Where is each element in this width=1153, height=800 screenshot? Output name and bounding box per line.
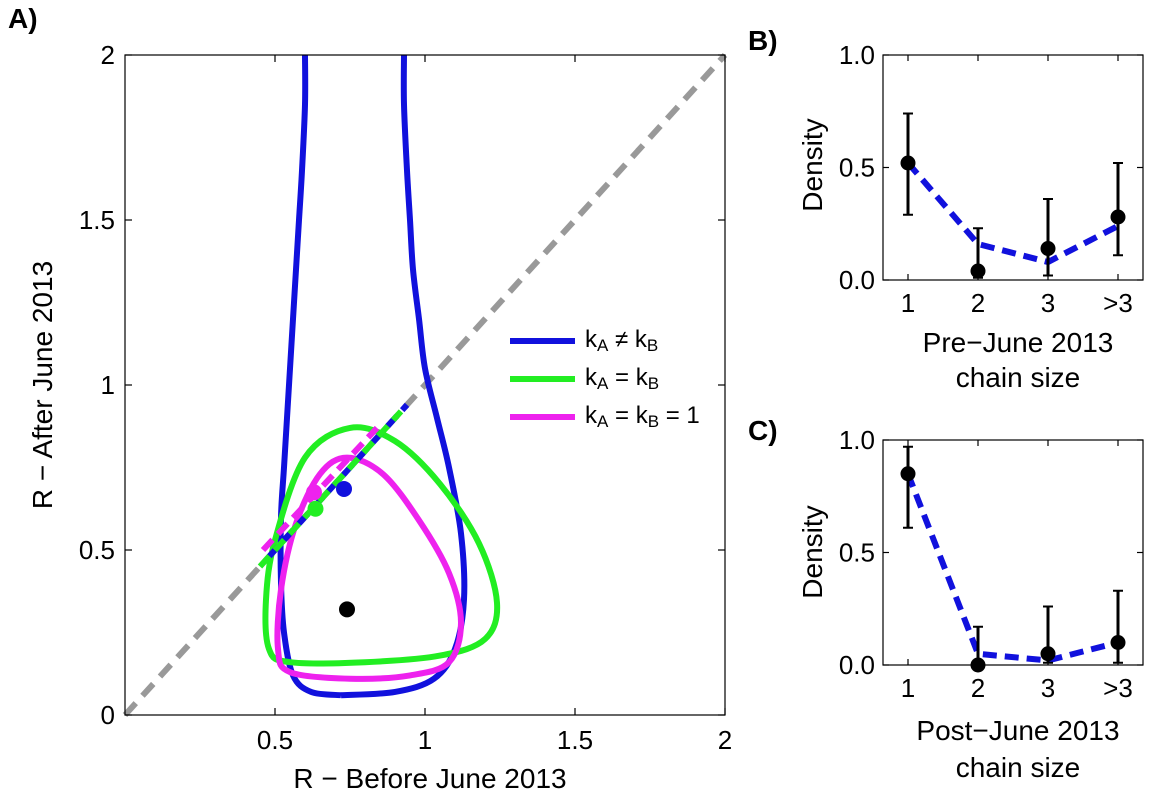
estimate-line-kA-eq-kB [257, 409, 404, 569]
panel-b-observed-point [1040, 241, 1056, 256]
legend-label-kA-eq-kB: kA = kB [585, 364, 659, 393]
panel-b-y-tick-label: 0.5 [839, 153, 875, 183]
panel-c-observed-point [1040, 646, 1056, 662]
y-tick-label: 2 [101, 40, 115, 70]
panel-b-x-axis-label-line2: chain size [956, 362, 1081, 393]
panel-label-a: A) [8, 3, 38, 34]
panel-a-x-axis-label: R − Before June 2013 [293, 763, 566, 794]
panel-c-observed-point [1110, 635, 1126, 650]
panel-c-observed-point [970, 657, 986, 673]
y-tick-label: 0 [101, 700, 115, 730]
x-tick-label: 1 [418, 725, 432, 755]
panel-b-axes-box [882, 54, 1144, 281]
contour-kA-neq-kB-right-branch [340, 54, 468, 699]
panel-a-axes: 0.5 1 1.5 2 0 0.5 1 1.5 2 [79, 40, 732, 755]
panel-c-x-tick-label: 2 [971, 673, 985, 703]
panel-c-x-axis-label-line1: Post−June 2013 [916, 715, 1119, 746]
panel-c-y-tick-label: 1.0 [839, 425, 875, 455]
panel-c-y-tick-label: 0.5 [839, 538, 875, 568]
panel-b-x-tick-label: >3 [1103, 288, 1133, 318]
panel-b-axes: 0.0 0.5 1.0 1 2 3 >3 [839, 40, 1144, 318]
panel-b-observed-point [1110, 209, 1126, 225]
contour-kA-eq-kB-eq-1 [274, 454, 465, 682]
panel-c-x-axis-label-line2: chain size [956, 752, 1081, 783]
panel-b-x-tick-label: 2 [971, 288, 985, 318]
panel-b-y-tick-label: 1.0 [839, 40, 875, 70]
panel-c-plot-area [900, 445, 1126, 673]
panel-c-x-tick-label: 1 [901, 673, 915, 703]
contour-kA-neq-kB-left-branch [277, 54, 342, 699]
y-tick-label: 1.5 [79, 205, 115, 235]
panel-c-x-tick-label: >3 [1103, 673, 1133, 703]
x-tick-label: 2 [718, 725, 732, 755]
panel-c-y-axis-label: Density [797, 505, 828, 598]
panel-c-axes-box [882, 439, 1144, 666]
panel-b-y-axis-label: Density [797, 118, 828, 211]
x-tick-label: 0.5 [257, 725, 293, 755]
panel-a-legend: kA ≠ kB kA = kB kA = kB = 1 [510, 326, 700, 431]
legend-label-kA-neq-kB: kA ≠ kB [585, 326, 658, 355]
identity-diagonal-line [122, 52, 728, 718]
panel-b-observed-point [970, 263, 986, 279]
panel-b-model-line [905, 161, 1120, 266]
legend-label-kA-eq-kB-eq-1: kA = kB = 1 [585, 402, 700, 431]
panel-a-y-axis-label: R − After June 2013 [27, 261, 58, 509]
panel-label-c: C) [748, 415, 778, 446]
estimate-point-kA-neq-kB [336, 480, 352, 497]
panel-c-model-line [905, 472, 1119, 664]
panel-b-x-axis-label-line1: Pre−June 2013 [923, 327, 1114, 358]
panel-c-observed-point [900, 466, 916, 482]
panel-c-axes: 0.0 0.5 1.0 1 2 3 >3 [839, 425, 1144, 703]
panel-label-b: B) [748, 25, 778, 56]
estimate-line-kA-eq-kB-eq-1 [260, 425, 380, 553]
y-tick-label: 0.5 [79, 535, 115, 565]
panel-b-x-tick-label: 3 [1041, 288, 1055, 318]
y-tick-label: 1 [101, 370, 115, 400]
x-tick-label: 1.5 [557, 725, 593, 755]
panel-b-x-tick-label: 1 [901, 288, 915, 318]
contour-kA-eq-kB [262, 424, 501, 667]
panel-b-y-tick-label: 0.0 [839, 265, 875, 295]
panel-b-plot-area [900, 112, 1126, 279]
panel-c-y-tick-label: 0.0 [839, 650, 875, 680]
panel-a-plot-area [122, 52, 728, 718]
observed-point [339, 601, 355, 618]
panel-b-chart: 0.0 0.5 1.0 1 2 3 >3 Density Pre−June 2013 cha… [797, 40, 1144, 393]
panel-a-chart: 0.5 1 1.5 2 0 0.5 1 1.5 2 R − Before June 2013 R… [27, 40, 732, 794]
panel-b-observed-point [900, 155, 916, 171]
panel-c-chart: 0.0 0.5 1.0 1 2 3 >3 Density Post−June 2013 ch… [797, 425, 1144, 783]
estimate-point-kA-eq-kB-eq-1 [306, 484, 322, 501]
estimate-point-kA-eq-kB [307, 500, 324, 517]
panel-c-x-tick-label: 3 [1041, 673, 1055, 703]
